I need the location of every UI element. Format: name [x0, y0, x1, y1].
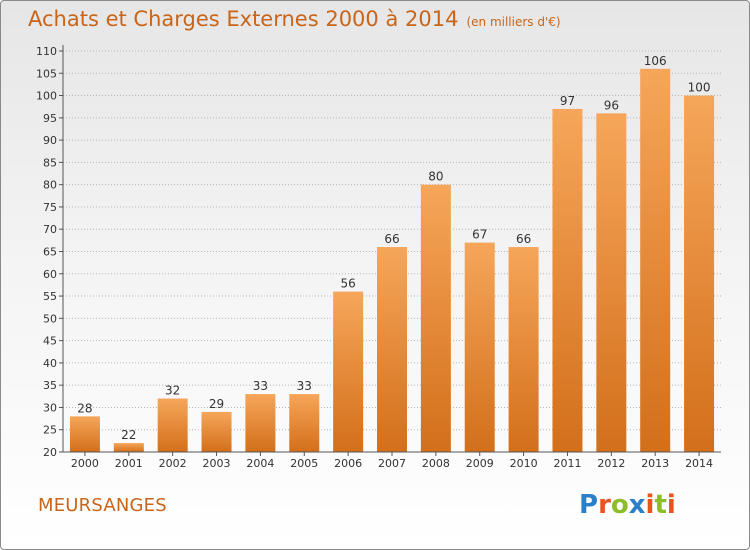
y-tick-label: 55 [43, 290, 57, 303]
y-tick-label: 35 [43, 379, 57, 392]
bar-2007 [377, 247, 407, 452]
data-label: 97 [560, 94, 575, 108]
x-tick-label: 2013 [641, 457, 669, 470]
x-tick-label: 2006 [334, 457, 362, 470]
data-label: 32 [165, 384, 180, 398]
y-tick-label: 75 [43, 201, 57, 214]
chart-title: Achats et Charges Externes 2000 à 2014 (e… [28, 7, 561, 31]
logo-letter: x [628, 490, 646, 520]
data-label: 66 [516, 232, 531, 246]
logo-letter: i [666, 490, 676, 520]
y-tick-label: 30 [43, 401, 57, 414]
x-tick-label: 2014 [685, 457, 713, 470]
bar-2002 [157, 398, 188, 452]
data-label: 66 [384, 232, 399, 246]
y-tick-label: 85 [43, 156, 57, 169]
data-label: 29 [209, 397, 224, 411]
x-tick-label: 2008 [422, 457, 450, 470]
bar-2004 [245, 394, 276, 452]
x-tick-label: 2003 [203, 457, 231, 470]
y-tick-label: 70 [43, 223, 57, 236]
proxiti-logo: Proxiti [579, 490, 676, 520]
y-tick-label: 65 [43, 246, 57, 259]
data-label: 80 [428, 170, 443, 184]
y-tick-label: 100 [36, 90, 57, 103]
bar-2009 [464, 242, 495, 452]
y-tick-label: 45 [43, 335, 57, 348]
bar-2005 [289, 394, 320, 452]
data-label: 96 [604, 98, 619, 112]
y-tick-label: 25 [43, 424, 57, 437]
data-label: 33 [253, 379, 268, 393]
bar-2006 [333, 291, 364, 452]
x-tick-label: 2012 [597, 457, 625, 470]
commune-name: MEURSANGES [38, 495, 167, 516]
y-tick-label: 50 [43, 312, 57, 325]
bar-2001 [113, 443, 144, 452]
bar-2010 [508, 247, 539, 452]
bar-2000 [69, 416, 100, 452]
bar-2011 [552, 108, 583, 452]
logo-letter: i [645, 490, 655, 520]
x-tick-label: 2000 [71, 457, 99, 470]
data-label: 56 [340, 277, 355, 291]
y-tick-label: 105 [36, 67, 57, 80]
y-tick-label: 60 [43, 268, 57, 281]
y-tick-label: 90 [43, 134, 57, 147]
x-tick-label: 2009 [466, 457, 494, 470]
logo-letter: P [579, 490, 599, 520]
bar-2003 [201, 411, 232, 452]
chart-subtitle: (en milliers d'€) [466, 15, 561, 29]
data-label: 28 [77, 401, 92, 415]
data-label: 22 [121, 428, 136, 442]
x-tick-label: 2011 [553, 457, 581, 470]
bar-2012 [596, 113, 627, 452]
data-label: 100 [688, 81, 711, 95]
x-tick-label: 2010 [510, 457, 538, 470]
y-tick-label: 40 [43, 357, 57, 370]
x-tick-label: 2004 [246, 457, 274, 470]
data-label: 67 [472, 228, 487, 242]
data-label: 106 [644, 54, 667, 68]
data-label: 33 [297, 379, 312, 393]
y-tick-label: 110 [36, 45, 57, 58]
logo-letter: r [598, 490, 611, 520]
x-tick-label: 2005 [290, 457, 318, 470]
bar-2008 [420, 184, 451, 452]
bar-2014 [684, 95, 715, 453]
x-tick-label: 2001 [115, 457, 143, 470]
y-tick-label: 20 [43, 446, 57, 459]
logo-letter: t [654, 490, 667, 520]
y-tick-label: 80 [43, 179, 57, 192]
x-tick-label: 2007 [378, 457, 406, 470]
bar-2013 [640, 68, 671, 453]
x-tick-label: 2002 [159, 457, 187, 470]
logo-letter: o [610, 490, 629, 520]
y-tick-label: 95 [43, 112, 57, 125]
